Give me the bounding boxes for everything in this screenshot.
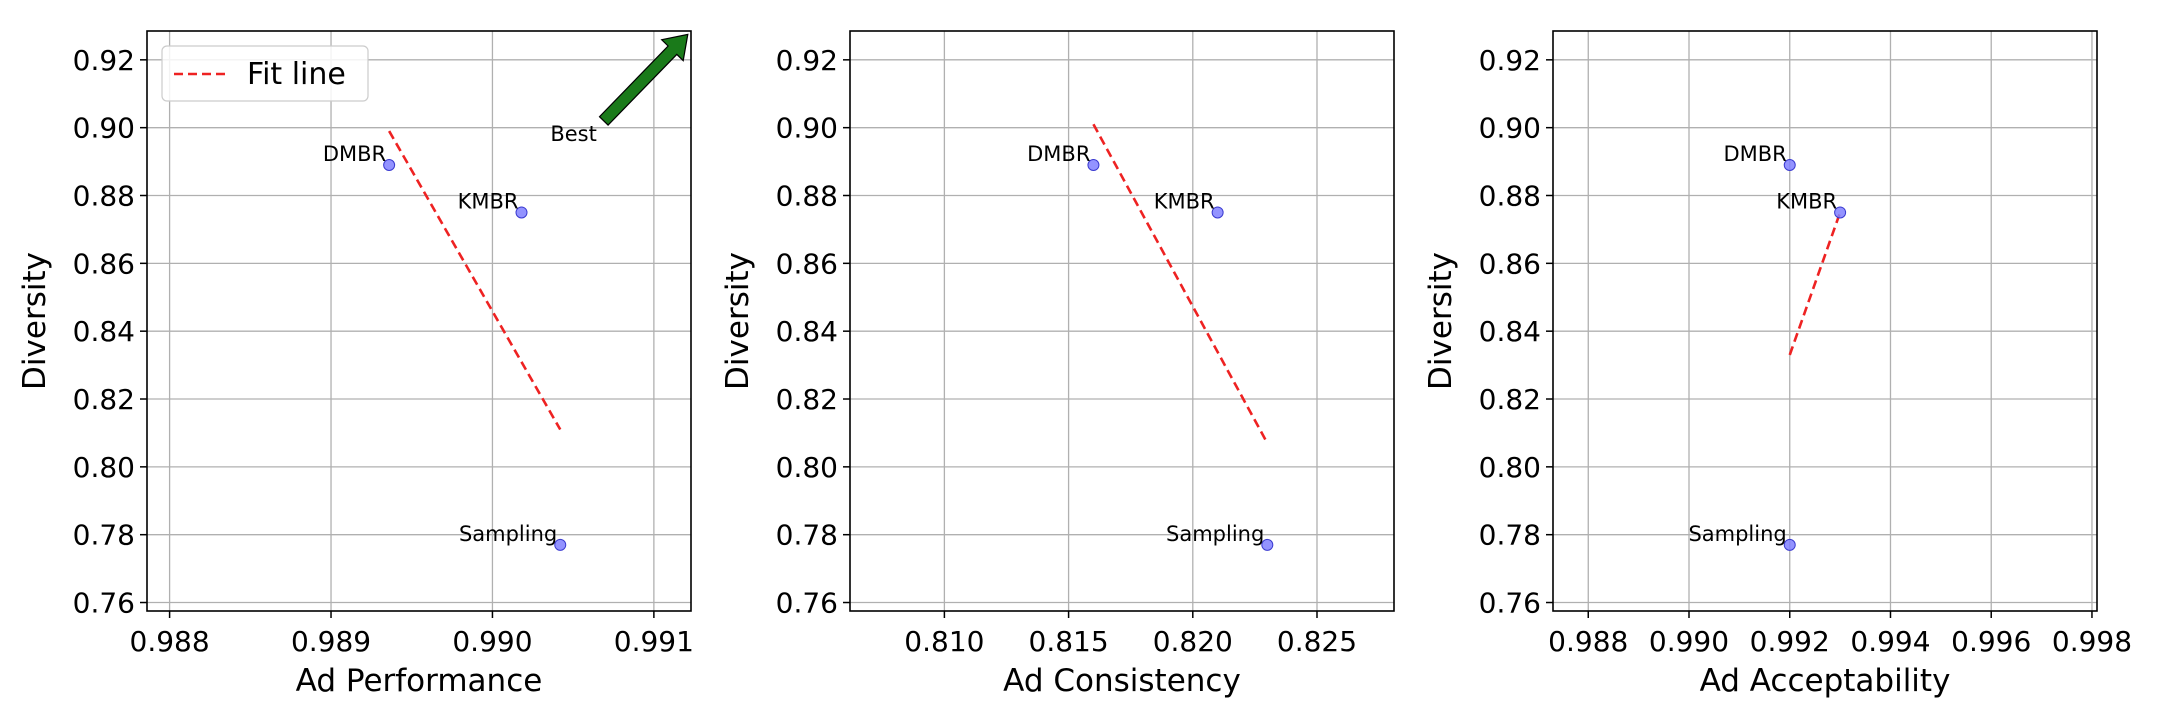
x-tick-label: 0.998	[2052, 625, 2132, 658]
x-tick-label: 0.994	[1850, 625, 1930, 658]
plot-frame	[1552, 30, 2098, 612]
data-point-dmbr	[383, 158, 396, 171]
y-tick-label: 0.90	[73, 112, 135, 145]
legend-box	[161, 45, 369, 102]
x-tick-label: 0.810	[904, 625, 984, 658]
y-tick-label: 0.92	[1479, 44, 1541, 77]
y-tick-label: 0.88	[776, 180, 838, 213]
data-point-sampling	[1261, 538, 1274, 551]
fit-line	[1092, 123, 1269, 444]
x-tick-label: 0.991	[614, 625, 694, 658]
data-point-sampling	[1783, 538, 1796, 551]
y-tick-label: 0.76	[776, 587, 838, 620]
data-point-kmbr	[515, 206, 528, 219]
plot-frame	[849, 30, 1395, 612]
y-tick-label: 0.86	[1479, 247, 1541, 280]
x-tick-label: 0.992	[1750, 625, 1830, 658]
chart-panel-2: 0.810 0.815 0.820 0.825 0.76 0.78 0.80 0.82 0.84…	[720, 30, 1395, 699]
y-tick-label: 0.82	[73, 383, 135, 416]
y-axis-label: Diversity	[720, 252, 756, 390]
data-point-dmbr	[1087, 158, 1100, 171]
point-label-dmbr: DMBR	[323, 142, 386, 166]
chart-panel-1: 0.988 0.989 0.990 0.991 0.76 0.78 0.80 0.82 0.84…	[17, 30, 694, 699]
fit-line	[388, 130, 562, 431]
y-tick-label: 0.88	[1479, 180, 1541, 213]
x-tick-label: 0.988	[130, 625, 210, 658]
point-label-kmbr: KMBR	[458, 189, 519, 213]
data-point-sampling	[554, 538, 567, 551]
x-tick-label: 0.815	[1029, 625, 1109, 658]
x-tick-label: 0.996	[1951, 625, 2031, 658]
data-point-kmbr	[1211, 206, 1224, 219]
x-axis-label: Ad Acceptability	[1700, 663, 1951, 699]
y-tick-label: 0.90	[776, 112, 838, 145]
y-tick-label: 0.78	[776, 519, 838, 552]
y-axis-label: Diversity	[1423, 252, 1459, 390]
y-tick-label: 0.88	[73, 180, 135, 213]
y-tick-label: 0.92	[73, 44, 135, 77]
point-label-dmbr: DMBR	[1723, 142, 1786, 166]
point-label-kmbr: KMBR	[1776, 189, 1837, 213]
legend-label-fit-line: Fit line	[247, 57, 346, 92]
x-tick-label: 0.820	[1153, 625, 1233, 658]
y-tick-label: 0.76	[73, 587, 135, 620]
point-label-sampling: Sampling	[459, 522, 557, 546]
y-tick-label: 0.84	[73, 315, 135, 348]
x-tick-label: 0.988	[1548, 625, 1628, 658]
x-tick-label: 0.825	[1277, 625, 1357, 658]
data-point-kmbr	[1834, 206, 1847, 219]
y-tick-label: 0.84	[1479, 315, 1541, 348]
best-arrow-icon	[598, 33, 689, 126]
y-tick-label: 0.86	[73, 247, 135, 280]
fit-line	[1788, 212, 1842, 356]
y-axis-label: Diversity	[17, 252, 53, 390]
y-tick-label: 0.76	[1479, 587, 1541, 620]
y-tick-label: 0.84	[776, 315, 838, 348]
legend: Fit line	[161, 45, 369, 102]
y-tick-label: 0.78	[73, 519, 135, 552]
chart-panel-3: 0.988 0.990 0.992 0.994 0.996 0.998 0.76 0.78 0.…	[1423, 30, 2132, 699]
y-tick-label: 0.80	[73, 451, 135, 484]
point-label-sampling: Sampling	[1166, 522, 1264, 546]
y-tick-label: 0.78	[1479, 519, 1541, 552]
x-tick-label: 0.990	[452, 625, 532, 658]
y-tick-label: 0.92	[776, 44, 838, 77]
y-tick-label: 0.80	[776, 451, 838, 484]
y-tick-label: 0.90	[1479, 112, 1541, 145]
y-tick-label: 0.82	[776, 383, 838, 416]
point-label-kmbr: KMBR	[1154, 189, 1215, 213]
point-label-sampling: Sampling	[1688, 522, 1786, 546]
x-axis-label: Ad Performance	[296, 663, 543, 699]
data-point-dmbr	[1783, 158, 1796, 171]
y-tick-label: 0.82	[1479, 383, 1541, 416]
plot-frame	[146, 30, 692, 612]
y-tick-label: 0.86	[776, 247, 838, 280]
point-label-dmbr: DMBR	[1027, 142, 1090, 166]
x-axis-label: Ad Consistency	[1003, 663, 1241, 699]
x-tick-label: 0.989	[291, 625, 371, 658]
annotation-best: Best	[550, 122, 597, 146]
x-tick-label: 0.990	[1649, 625, 1729, 658]
y-tick-label: 0.80	[1479, 451, 1541, 484]
